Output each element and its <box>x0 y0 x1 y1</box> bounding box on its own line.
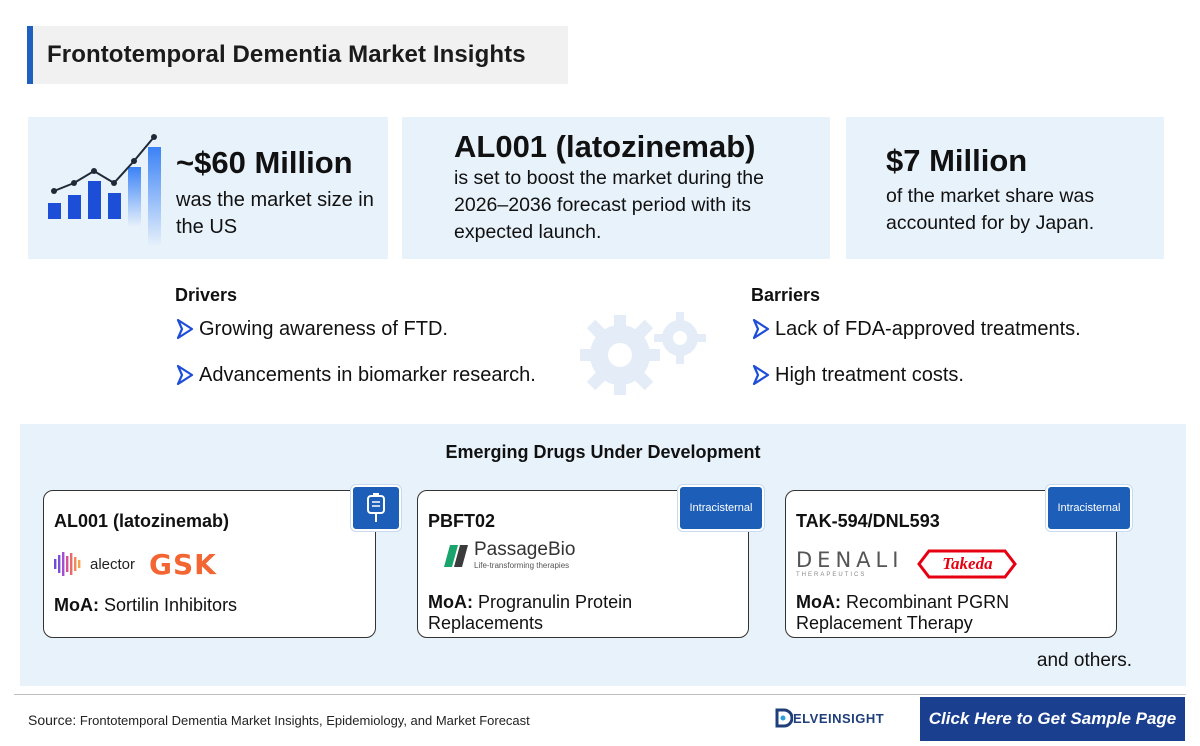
delveinsight-mark-icon <box>775 708 793 728</box>
driver-text: Growing awareness of FTD. <box>199 317 448 340</box>
denali-wordmark: DENALI <box>796 548 904 572</box>
emerging-heading: Emerging Drugs Under Development <box>445 442 761 462</box>
takeda-logo: Takeda <box>917 549 1018 579</box>
drug-moa: MoA: Recombinant PGRN Replacement Therap… <box>796 592 1086 634</box>
driver-item: Growing awareness of FTD. <box>175 318 536 340</box>
moa-text: Sortilin Inhibitors <box>104 595 238 615</box>
alector-wordmark: alector <box>90 555 136 573</box>
chevron-right-icon <box>752 364 770 386</box>
chevron-right-icon <box>752 318 770 340</box>
moa-label: MoA: <box>796 592 841 612</box>
us-market-description: was the market size in the US <box>176 189 374 238</box>
takeda-wordmark: Takeda <box>942 554 993 573</box>
japan-market-description: of the market share was accounted for by… <box>886 185 1095 234</box>
driver-text: Advancements in biomarker research. <box>199 363 536 386</box>
barrier-item: Lack of FDA-approved treatments. <box>751 318 1081 340</box>
growth-chart-icon <box>48 134 161 247</box>
stat-card-al001: AL001 (latozinemab) is set to boost the … <box>402 117 830 259</box>
passagebio-wordmark: PassageBio <box>474 539 576 560</box>
barrier-item: High treatment costs. <box>751 364 1081 386</box>
chevron-right-icon <box>176 364 194 386</box>
passagebio-logo-mark <box>444 545 468 567</box>
delveinsight-logo: ELVEINSIGHT <box>775 708 884 728</box>
drug-name: AL001 (latozinemab) <box>54 511 230 531</box>
route-badge <box>351 485 401 531</box>
passagebio-tagline: Life-transforming therapies <box>474 561 570 570</box>
stat-card-us-market: ~$60 Million was the market size in the … <box>28 117 388 259</box>
footer-divider <box>14 694 1186 695</box>
drug-card-pbft02: Intracisternal PBFT02 PassageBio Life-tr… <box>417 485 764 638</box>
driver-item: Advancements in biomarker research. <box>175 364 536 386</box>
moa-label: MoA: <box>428 592 473 612</box>
gsk-logo: GSK <box>149 547 217 581</box>
drivers-heading: Drivers <box>175 285 238 305</box>
drug-moa: MoA: Sortilin Inhibitors <box>54 595 344 616</box>
barrier-text: High treatment costs. <box>775 363 964 386</box>
stat-card-japan: $7 Million of the market share was accou… <box>846 117 1164 259</box>
route-badge: Intracisternal <box>678 485 764 531</box>
gears-icon <box>580 312 706 395</box>
drug-name: TAK-594/DNL593 <box>796 511 940 531</box>
page-title: Frontotemporal Dementia Market Insights <box>47 41 526 68</box>
moa-text: Recombinant PGRN Replacement Therapy <box>796 592 1010 633</box>
denali-subtitle: THERAPEUTICS <box>796 572 867 578</box>
title-banner: Frontotemporal Dementia Market Insights <box>27 26 568 84</box>
moa-label: MoA: <box>54 595 99 615</box>
alector-logo <box>54 552 81 576</box>
drug-moa: MoA: Progranulin Protein Replacements <box>428 592 718 634</box>
moa-text: Progranulin Protein Replacements <box>428 592 633 633</box>
us-market-value: ~$60 Million <box>176 145 353 180</box>
al001-headline: AL001 (latozinemab) <box>454 129 756 164</box>
route-badge: Intracisternal <box>1046 485 1132 531</box>
and-others-text: and others. <box>1036 650 1132 671</box>
iv-bag-icon <box>367 493 385 522</box>
get-sample-page-button[interactable]: Click Here to Get Sample Page <box>920 697 1185 741</box>
source-text: Frontotemporal Dementia Market Insights,… <box>79 713 530 728</box>
drug-card-tak594: Intracisternal TAK-594/DNL593 DENALI THE… <box>785 485 1132 638</box>
delveinsight-wordmark: ELVEINSIGHT <box>793 710 885 726</box>
drivers-section: Drivers Growing awareness of FTD. Advanc… <box>175 285 536 410</box>
drug-card-al001: AL001 (latozinemab) alector GSK MoA: Sor… <box>43 485 401 638</box>
source-line: Source: Frontotemporal Dementia Market I… <box>28 712 530 728</box>
chevron-right-icon <box>176 318 194 340</box>
drug-name: PBFT02 <box>428 511 496 531</box>
source-label: Source: <box>28 712 77 728</box>
company-logos: alector GSK <box>54 547 217 581</box>
company-logos: PassageBio Life-transforming therapies <box>444 539 576 571</box>
barriers-heading: Barriers <box>751 285 821 305</box>
al001-description: is set to boost the market during the 20… <box>454 167 765 243</box>
barriers-section: Barriers Lack of FDA-approved treatments… <box>751 285 1081 410</box>
company-logos: DENALI THERAPEUTICS Takeda <box>796 548 1018 579</box>
japan-market-value: $7 Million <box>886 143 1028 178</box>
barrier-text: Lack of FDA-approved treatments. <box>775 317 1081 340</box>
emerging-drugs-panel: Emerging Drugs Under Development AL001 (… <box>20 424 1186 686</box>
